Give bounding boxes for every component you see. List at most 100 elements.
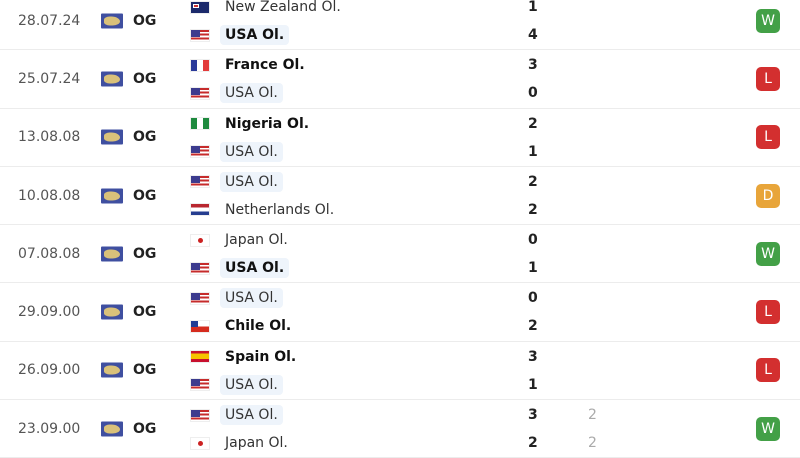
team-name[interactable]: Japan Ol. — [225, 232, 288, 249]
team-name[interactable]: Netherlands Ol. — [225, 201, 335, 218]
team-name[interactable]: USA Ol. — [220, 171, 283, 192]
flag-us-icon — [190, 145, 210, 159]
score-away: 4 — [528, 27, 538, 43]
team-name[interactable]: France Ol. — [225, 57, 305, 74]
match-row[interactable]: 26.09.00 OG Spain Ol. 3 USA Ol. 1 L — [0, 342, 800, 401]
team-away: Chile Ol. — [190, 315, 296, 337]
match-row[interactable]: 23.09.00 OG USA Ol. 3 2 Japan Ol. 2 2 W — [0, 400, 800, 458]
team-name[interactable]: Nigeria Ol. — [225, 115, 310, 132]
result-badge: L — [756, 66, 780, 91]
competition-name[interactable]: OG — [133, 12, 157, 29]
score-home: 3 — [528, 57, 538, 74]
flag-jp-icon — [190, 436, 210, 450]
flag-us-icon — [190, 175, 210, 189]
match-row[interactable]: 13.08.08 OG Nigeria Ol. 2 USA Ol. 1 L — [0, 109, 800, 167]
team-home: USA Ol. — [190, 404, 283, 426]
flag-fr-icon — [190, 58, 210, 72]
result-badge: L — [756, 125, 780, 150]
score-home: 1 — [528, 0, 538, 15]
flag-es-icon — [190, 350, 210, 364]
team-home: Nigeria Ol. — [190, 113, 314, 135]
flag-us-icon — [190, 28, 210, 42]
match-date: 10.08.08 — [18, 187, 81, 204]
result-badge: W — [756, 416, 780, 441]
result-badge: D — [756, 183, 780, 208]
flag-cl-icon — [190, 319, 210, 333]
match-date: 29.09.00 — [18, 304, 81, 321]
team-away: Japan Ol. — [190, 432, 293, 454]
score-away: 0 — [528, 85, 538, 102]
competition-name[interactable]: OG — [133, 420, 157, 437]
world-map-icon — [101, 71, 123, 87]
world-map-icon — [101, 188, 123, 204]
world-map-icon — [101, 421, 123, 437]
team-home: Japan Ol. — [190, 229, 293, 251]
match-date: 25.07.24 — [18, 70, 81, 87]
score-home: 2 — [528, 115, 538, 132]
competition-name[interactable]: OG — [133, 70, 157, 87]
match-date: 23.09.00 — [18, 420, 81, 437]
team-name[interactable]: Japan Ol. — [225, 435, 288, 452]
team-name[interactable]: USA Ol. — [220, 141, 283, 162]
team-away: USA Ol. — [190, 24, 290, 46]
match-date: 07.08.08 — [18, 245, 81, 262]
score-away: 2 — [528, 201, 538, 218]
team-home: USA Ol. — [190, 287, 283, 309]
flag-nl-icon — [190, 203, 210, 217]
score-home: 3 — [528, 407, 538, 424]
penalty-score-home: 2 — [588, 407, 597, 424]
competition-name[interactable]: OG — [133, 129, 157, 146]
match-row[interactable]: 07.08.08 OG Japan Ol. 0 USA Ol. 1 W — [0, 225, 800, 284]
team-name[interactable]: USA Ol. — [220, 258, 290, 279]
score-home: 0 — [528, 232, 538, 249]
team-name[interactable]: Chile Ol. — [225, 318, 292, 335]
score-home: 0 — [528, 290, 538, 307]
world-map-icon — [101, 246, 123, 262]
team-home: France Ol. — [190, 54, 310, 76]
team-home: Spain Ol. — [190, 346, 301, 368]
world-map-icon — [101, 129, 123, 145]
team-away: USA Ol. — [190, 257, 290, 279]
flag-us-icon — [190, 291, 210, 305]
flag-us-icon — [190, 261, 210, 275]
team-name[interactable]: Spain Ol. — [225, 348, 297, 365]
score-home: 3 — [528, 348, 538, 365]
result-badge: L — [756, 300, 780, 325]
score-away: 1 — [528, 260, 538, 277]
flag-nz-icon — [190, 0, 210, 14]
match-row[interactable]: 29.09.00 OG USA Ol. 0 Chile Ol. 2 L — [0, 283, 800, 342]
team-name[interactable]: USA Ol. — [220, 288, 283, 309]
flag-us-icon — [190, 86, 210, 100]
team-away: USA Ol. — [190, 374, 283, 396]
competition-name[interactable]: OG — [133, 187, 157, 204]
competition-name[interactable]: OG — [133, 245, 157, 262]
competition-name[interactable]: OG — [133, 304, 157, 321]
team-name[interactable]: USA Ol. — [220, 25, 290, 45]
team-name[interactable]: USA Ol. — [220, 83, 283, 104]
score-away: 2 — [528, 318, 538, 335]
match-row[interactable]: 25.07.24 OG France Ol. 3 USA Ol. 0 L — [0, 50, 800, 109]
flag-us-icon — [190, 378, 210, 392]
penalty-score-away: 2 — [588, 435, 597, 452]
match-row[interactable]: 10.08.08 OG USA Ol. 2 Netherlands Ol. 2 … — [0, 167, 800, 226]
flag-ng-icon — [190, 117, 210, 131]
score-home: 2 — [528, 173, 538, 190]
result-badge: W — [756, 8, 780, 33]
team-home: USA Ol. — [190, 171, 283, 193]
result-badge: L — [756, 358, 780, 383]
competition-name[interactable]: OG — [133, 362, 157, 379]
team-name[interactable]: USA Ol. — [220, 405, 283, 426]
team-name[interactable]: USA Ol. — [220, 374, 283, 395]
match-date: 26.09.00 — [18, 362, 81, 379]
team-away: USA Ol. — [190, 82, 283, 104]
match-row[interactable]: 28.07.24 OG New Zealand Ol. 1 USA Ol. 4 … — [0, 0, 800, 51]
score-away: 1 — [528, 143, 538, 160]
match-date: 28.07.24 — [18, 12, 81, 29]
flag-us-icon — [190, 408, 210, 422]
score-away: 1 — [528, 376, 538, 393]
team-name[interactable]: New Zealand Ol. — [225, 0, 341, 15]
team-away: Netherlands Ol. — [190, 199, 339, 221]
team-away: USA Ol. — [190, 141, 283, 163]
flag-jp-icon — [190, 233, 210, 247]
match-date: 13.08.08 — [18, 129, 81, 146]
